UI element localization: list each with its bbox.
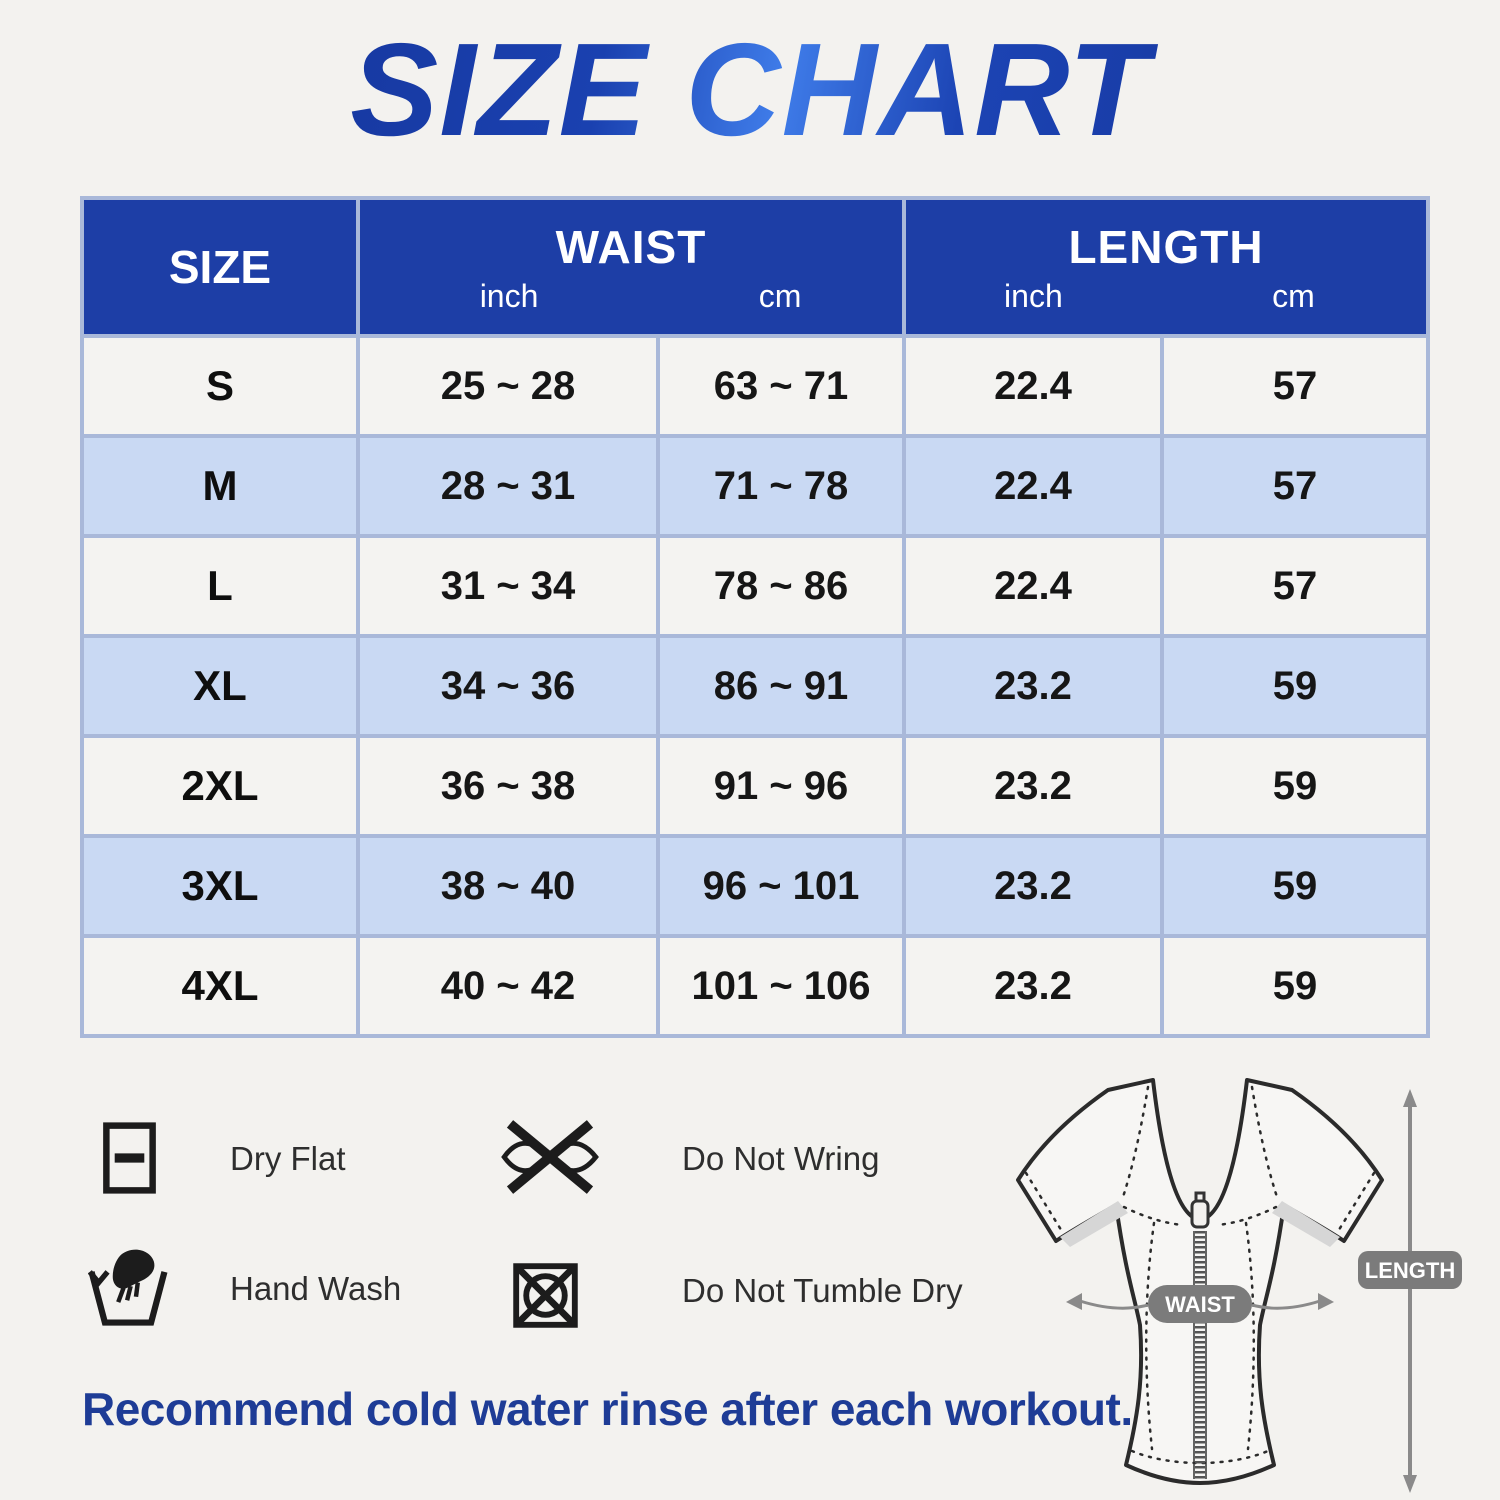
table-cell-waist-cm: 71 ~ 78 [660,438,902,534]
table-cell-size: 2XL [84,738,356,834]
table-cell-length-cm: 59 [1164,838,1426,934]
unit-cm-label: cm [758,277,802,314]
table-cell-size: 3XL [84,838,356,934]
table-cell-length-inch: 23.2 [906,638,1160,734]
header-waist-label: WAIST [555,220,707,273]
header-size: SIZE [84,200,356,334]
table-cell-length-cm: 59 [1164,938,1426,1034]
table-cell-length-cm: 57 [1164,338,1426,434]
table-cell-length-cm: 59 [1164,638,1426,734]
table-cell-waist-inch: 31 ~ 34 [360,538,656,634]
table-cell-length-inch: 22.4 [906,338,1160,434]
garment-diagram: WAIST LENGTH [975,1045,1475,1500]
table-cell-length-inch: 23.2 [906,738,1160,834]
header-size-label: SIZE [168,241,272,293]
unit-cm-label: cm [1272,277,1315,314]
care-label-hand-wash: Hand Wash [230,1270,402,1307]
table-cell-length-inch: 23.2 [906,838,1160,934]
header-waist: WAIST inch cm [360,200,902,334]
table-cell-waist-inch: 38 ~ 40 [360,838,656,934]
table-cell-size: 4XL [84,938,356,1034]
footer-note: Recommend cold water rinse after each wo… [82,1383,1133,1435]
table-cell-waist-inch: 34 ~ 36 [360,638,656,734]
table-cell-waist-cm: 86 ~ 91 [660,638,902,734]
care-label-do-not-tumble-dry: Do Not Tumble Dry [682,1272,963,1309]
header-length: LENGTH inch cm [906,200,1426,334]
zipper [1190,1191,1210,1479]
do-not-wring-icon [496,1118,604,1196]
svg-text:WAIST: WAIST [1165,1292,1235,1317]
table-cell-length-cm: 57 [1164,438,1426,534]
table-cell-waist-inch: 36 ~ 38 [360,738,656,834]
size-chart-table: SIZE WAIST inch cm LENGTH inch cm S 25 ~… [80,196,1430,1038]
header-waist-units: inch cm [360,278,902,315]
table-cell-waist-cm: 91 ~ 96 [660,738,902,834]
svg-text:LENGTH: LENGTH [1365,1258,1455,1283]
table-cell-size: S [84,338,356,434]
waist-tag: WAIST [1148,1285,1252,1323]
table-cell-size: M [84,438,356,534]
table-cell-waist-cm: 78 ~ 86 [660,538,902,634]
length-arrow [1403,1089,1417,1493]
table-cell-waist-cm: 96 ~ 101 [660,838,902,934]
length-tag: LENGTH [1358,1251,1462,1289]
table-cell-length-inch: 22.4 [906,438,1160,534]
table-cell-size: L [84,538,356,634]
unit-inch-label: inch [1004,277,1063,314]
header-length-label: LENGTH [1068,220,1264,273]
garment-outline: WAIST [1016,1078,1384,1485]
unit-inch-label: inch [479,277,539,314]
page-title: SIZE CHART [0,14,1500,165]
table-cell-size: XL [84,638,356,734]
table-cell-length-inch: 22.4 [906,538,1160,634]
header-length-units: inch cm [906,278,1426,315]
do-not-tumble-dry-icon [512,1258,579,1333]
waist-arrows [1066,1293,1334,1310]
table-cell-waist-cm: 101 ~ 106 [660,938,902,1034]
table-cell-waist-cm: 63 ~ 71 [660,338,902,434]
hand-wash-icon [88,1243,168,1331]
dry-flat-icon [101,1121,158,1195]
table-cell-length-inch: 23.2 [906,938,1160,1034]
table-cell-waist-inch: 28 ~ 31 [360,438,656,534]
care-label-do-not-wring: Do Not Wring [682,1140,880,1177]
table-cell-waist-inch: 40 ~ 42 [360,938,656,1034]
care-label-dry-flat: Dry Flat [230,1140,346,1177]
table-cell-waist-inch: 25 ~ 28 [360,338,656,434]
table-cell-length-cm: 59 [1164,738,1426,834]
table-cell-length-cm: 57 [1164,538,1426,634]
